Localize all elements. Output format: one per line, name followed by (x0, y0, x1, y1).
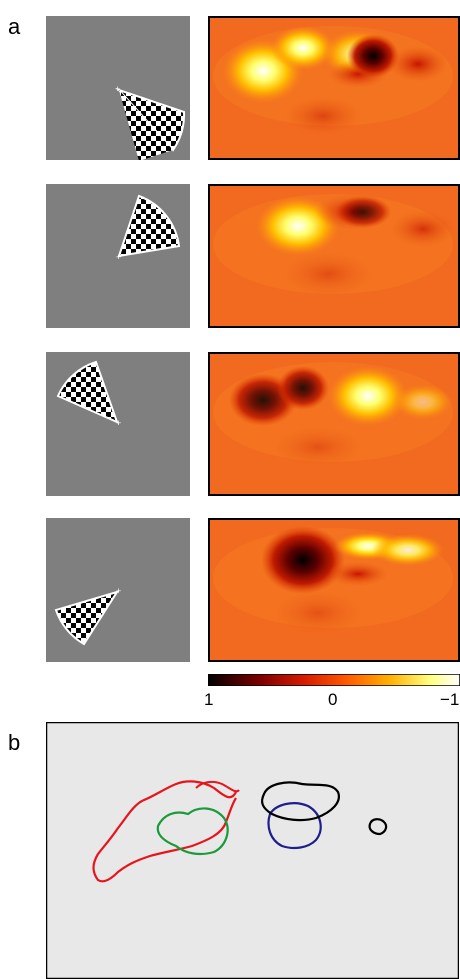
activation-map-row-2 (208, 184, 460, 328)
activation-map-row-4 (208, 518, 460, 662)
svg-text:+: + (115, 84, 120, 94)
colorbar-tick-1: 1 (204, 690, 214, 709)
panel-label-a: a (8, 14, 21, 39)
contour-red (92, 780, 237, 883)
colorbar-tick-0: 0 (328, 690, 338, 709)
stimulus-wedge-upper-left: + (46, 352, 190, 496)
colorbar (207, 673, 460, 690)
stimulus-wedge-lower-left: + (46, 518, 190, 662)
svg-text:+: + (116, 252, 121, 262)
stimulus-wedge-lower-right: + (46, 16, 190, 160)
activation-map-row-3 (208, 352, 460, 496)
svg-text:+: + (116, 418, 121, 428)
contour-green (156, 807, 229, 856)
colorbar-tick-minus-1: −1 (440, 690, 460, 709)
panel-label-b: b (8, 730, 21, 755)
stimulus-wedge-upper-right: + (46, 184, 190, 328)
contour-black (261, 781, 340, 822)
activation-map-row-1 (208, 16, 460, 160)
contour-black-small (368, 818, 388, 836)
contour-plot (46, 722, 459, 979)
svg-text:+: + (116, 586, 121, 596)
contour-navy (267, 802, 322, 850)
